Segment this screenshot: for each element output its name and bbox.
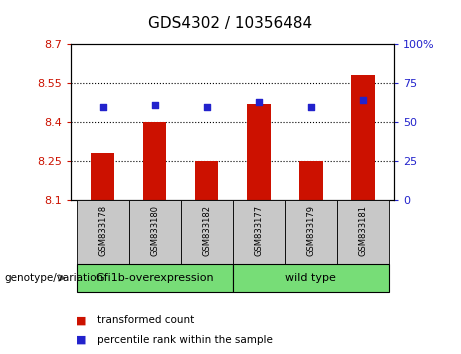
Point <box>99 104 106 109</box>
Text: GDS4302 / 10356484: GDS4302 / 10356484 <box>148 16 313 31</box>
Bar <box>299 161 323 200</box>
Text: GSM833180: GSM833180 <box>150 205 159 256</box>
Text: GSM833179: GSM833179 <box>307 205 315 256</box>
Bar <box>129 200 181 264</box>
Point <box>151 102 159 108</box>
Bar <box>337 200 389 264</box>
Text: ■: ■ <box>76 335 87 345</box>
Text: transformed count: transformed count <box>97 315 194 325</box>
Bar <box>247 104 271 200</box>
Bar <box>143 122 166 200</box>
Text: genotype/variation: genotype/variation <box>5 273 104 283</box>
Bar <box>195 161 219 200</box>
Text: ■: ■ <box>76 315 87 325</box>
Text: GSM833177: GSM833177 <box>254 205 263 256</box>
Bar <box>285 200 337 264</box>
Text: GSM833182: GSM833182 <box>202 205 211 256</box>
Bar <box>91 153 114 200</box>
Bar <box>233 200 285 264</box>
Text: GSM833181: GSM833181 <box>358 205 367 256</box>
Text: GSM833178: GSM833178 <box>98 205 107 256</box>
Bar <box>351 75 375 200</box>
Bar <box>233 264 389 292</box>
Bar <box>77 200 129 264</box>
Point <box>203 104 211 109</box>
Text: wild type: wild type <box>285 273 337 283</box>
Point <box>307 104 314 109</box>
Text: percentile rank within the sample: percentile rank within the sample <box>97 335 273 345</box>
Point <box>255 99 262 105</box>
Bar <box>181 200 233 264</box>
Bar <box>77 264 233 292</box>
Point <box>359 97 366 103</box>
Text: Gfi1b-overexpression: Gfi1b-overexpression <box>95 273 214 283</box>
